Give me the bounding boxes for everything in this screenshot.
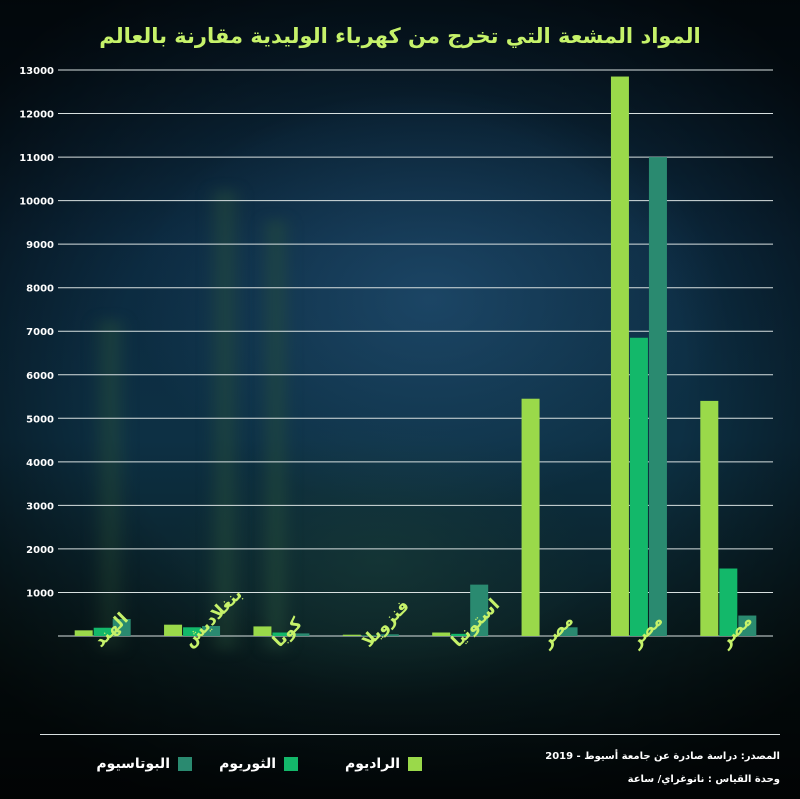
y-tick-label: 9000 <box>26 240 54 251</box>
y-tick-label: 7000 <box>26 327 54 338</box>
y-tick-label: 8000 <box>26 284 54 295</box>
footer-divider <box>40 734 780 735</box>
chart-title: المواد المشعة التي تخرج من كهرباء الوليد… <box>99 24 701 48</box>
bar-thorium-1 <box>93 627 112 636</box>
bar-thorium-5 <box>451 633 470 636</box>
bar-thorium-8 <box>719 568 738 636</box>
y-tick-label: 5000 <box>26 414 54 425</box>
bar-radium-5 <box>432 632 451 636</box>
bar-potassium-3 <box>291 633 310 636</box>
bar-radium-2 <box>164 624 183 636</box>
source-note: المصدر: دراسة صادرة عن جامعة أسيوط - 201… <box>545 745 780 791</box>
bar-potassium-2 <box>202 625 221 636</box>
bar-potassium-8 <box>738 615 757 636</box>
bar-potassium-6 <box>559 627 578 636</box>
legend-label-thorium: الثوريوم <box>219 756 276 772</box>
bar-potassium-7 <box>648 157 667 637</box>
legend-item-thorium: الثوريوم <box>219 756 298 772</box>
legend-label-potassium: البوتاسيوم <box>96 756 170 772</box>
y-tick-label: 4000 <box>26 458 54 469</box>
legend-item-radium: الراديوم <box>345 756 422 772</box>
bar-thorium-2 <box>183 627 202 636</box>
category-label: كوبا <box>269 614 307 652</box>
y-tick-label: 2000 <box>26 545 54 556</box>
y-axis-ticks: 1000 2000 3000 4000 5000 6000 7000 8000 9000 1000… <box>19 66 54 599</box>
bar-radium-8 <box>700 400 719 636</box>
legend-swatch-radium <box>408 757 422 771</box>
bar-thorium-3 <box>272 632 291 636</box>
unit-text: وحدة القياس : نانوغراي/ ساعة <box>627 774 780 785</box>
source-text: المصدر: دراسة صادرة عن جامعة أسيوط - 201… <box>545 751 780 762</box>
bar-potassium-1 <box>112 619 131 636</box>
bar-radium-4 <box>342 634 361 636</box>
y-tick-label: 10000 <box>19 197 54 208</box>
y-tick-label: 6000 <box>26 371 54 382</box>
bar-potassium-4 <box>380 634 399 636</box>
bar-radium-1 <box>74 630 93 636</box>
bar-radium-6 <box>521 398 540 636</box>
y-tick-label: 3000 <box>26 501 54 512</box>
bar-potassium-5 <box>470 584 489 636</box>
bars <box>74 76 757 637</box>
legend-swatch-thorium <box>284 757 298 771</box>
bar-radium-7 <box>610 76 629 637</box>
y-tick-label: 12000 <box>19 110 54 121</box>
bar-radium-3 <box>253 626 272 636</box>
category-label: فنزويلا <box>358 596 414 652</box>
legend-item-potassium: البوتاسيوم <box>96 756 192 772</box>
legend-label-radium: الراديوم <box>344 756 400 772</box>
y-tick-label: 1000 <box>26 588 54 599</box>
y-tick-label: 11000 <box>19 153 54 164</box>
y-tick-label: 13000 <box>19 66 54 77</box>
bar-thorium-7 <box>629 337 648 636</box>
category-label: بنغلاديش <box>179 584 246 651</box>
legend-swatch-potassium <box>178 757 192 771</box>
